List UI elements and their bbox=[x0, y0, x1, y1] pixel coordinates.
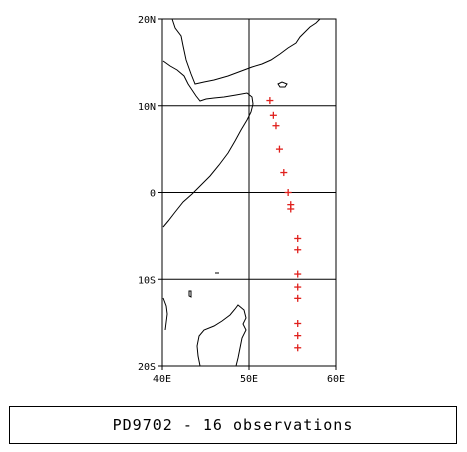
observation-marker bbox=[266, 97, 274, 105]
observation-marker bbox=[294, 270, 302, 278]
y-tick-label: 10S bbox=[138, 275, 156, 286]
island-socotra bbox=[277, 81, 288, 88]
x-tick-label: 60E bbox=[327, 374, 345, 385]
island-madagascar bbox=[196, 304, 247, 367]
y-tick-label: 0 bbox=[150, 189, 156, 200]
observation-marker bbox=[294, 234, 302, 242]
y-tick-label: 20S bbox=[138, 362, 156, 373]
observation-marker bbox=[275, 145, 283, 153]
caption-box: PD9702 - 16 observations bbox=[9, 406, 457, 444]
observation-marker bbox=[294, 344, 302, 352]
y-tick-label: 10N bbox=[138, 102, 156, 113]
observation-marker bbox=[284, 189, 292, 196]
map-plot: 40E 50E 60E 20N 10N 0 10S 20S bbox=[138, 15, 345, 385]
coastline-mozambique bbox=[162, 297, 168, 331]
coastline-arabia bbox=[171, 18, 321, 85]
caption-text: PD9702 - 16 observations bbox=[112, 416, 354, 434]
y-tick-label: 20N bbox=[138, 15, 156, 26]
x-tick-label: 50E bbox=[240, 374, 258, 385]
observation-marker bbox=[294, 246, 302, 254]
coastline-east-africa bbox=[162, 60, 254, 228]
observation-marker bbox=[294, 283, 302, 291]
island-comoros bbox=[188, 290, 192, 298]
observation-marker bbox=[294, 319, 302, 327]
observation-marker bbox=[294, 294, 302, 302]
observation-marker bbox=[269, 111, 277, 119]
observation-marker bbox=[287, 205, 295, 213]
observation-marker bbox=[272, 122, 280, 130]
observation-marker bbox=[280, 169, 288, 177]
observation-marker bbox=[294, 332, 302, 340]
x-tick-label: 40E bbox=[153, 374, 171, 385]
